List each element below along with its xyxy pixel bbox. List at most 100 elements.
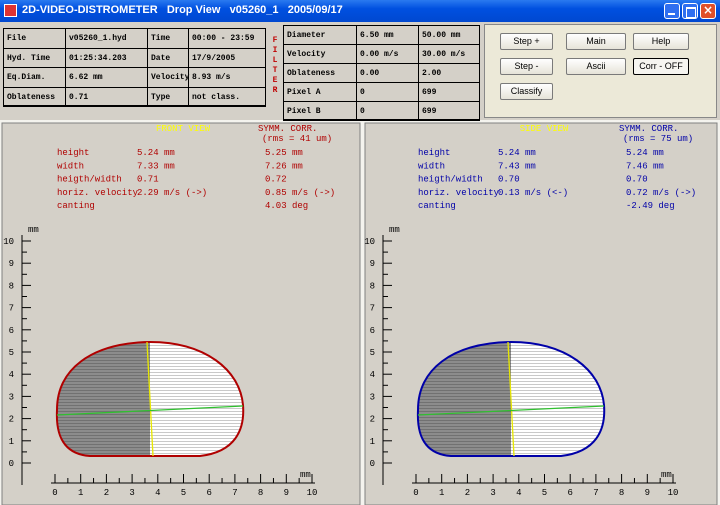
- x-tick-label: 3: [490, 488, 495, 498]
- rms: (rms = 41 um): [262, 134, 332, 144]
- param-corr: 5.25 mm: [265, 148, 303, 158]
- button[interactable]: Classify: [500, 83, 553, 100]
- param-label: horiz. velocity: [418, 188, 500, 198]
- x-tick-label: 6: [567, 488, 572, 498]
- view-title: FRONT VIEW: [156, 124, 211, 134]
- drop-outline: [416, 340, 606, 457]
- button[interactable]: Help: [633, 33, 689, 50]
- y-tick-label: 0: [370, 459, 375, 469]
- rms: (rms = 75 um): [623, 134, 693, 144]
- info-label: Eq.Diam.: [3, 67, 66, 88]
- info-label: Hyd. Time: [3, 47, 66, 68]
- param-corr: 0.70: [626, 175, 648, 185]
- y-tick-label: 10: [3, 237, 14, 247]
- param-corr: 5.24 mm: [626, 148, 664, 158]
- button[interactable]: Step +: [500, 33, 553, 50]
- x-axis-label: mm: [300, 470, 311, 480]
- y-tick-label: 4: [9, 370, 14, 380]
- range-label: Velocity: [283, 44, 357, 64]
- info-value: 0.71: [65, 86, 148, 107]
- param-value: 0.70: [498, 175, 520, 185]
- close-button[interactable]: ×: [700, 3, 716, 19]
- param-value: 2.29 m/s (->): [137, 188, 207, 198]
- param-corr: 0.72 m/s (->): [626, 188, 696, 198]
- y-tick-label: 9: [370, 259, 375, 269]
- y-tick-label: 1: [370, 437, 375, 447]
- y-axis-label: mm: [28, 225, 39, 235]
- x-tick-label: 10: [307, 488, 318, 498]
- info-value: 01:25:34.203: [65, 47, 148, 68]
- param-label: width: [418, 161, 445, 171]
- maximize-button[interactable]: [682, 3, 698, 19]
- info-value: 8.93 m/s: [188, 67, 266, 88]
- x-tick-label: 0: [52, 488, 57, 498]
- range-value: 699: [418, 82, 480, 102]
- info-value: 00:00 - 23:59: [188, 28, 266, 49]
- x-tick-label: 9: [645, 488, 650, 498]
- filter-letter: T: [272, 66, 278, 75]
- x-tick-label: 10: [668, 488, 679, 498]
- y-axis-label: mm: [389, 225, 400, 235]
- button[interactable]: Ascii: [566, 58, 626, 75]
- param-value: 0.13 m/s (<-): [498, 188, 568, 198]
- param-corr: 0.85 m/s (->): [265, 188, 335, 198]
- param-corr: 7.26 mm: [265, 161, 303, 171]
- y-tick-label: 3: [370, 392, 375, 402]
- range-value: 6.50 mm: [356, 25, 419, 45]
- param-label: heigth/width: [418, 175, 483, 185]
- param-label: height: [418, 148, 450, 158]
- button[interactable]: Corr - OFF: [633, 58, 689, 75]
- info-label: Oblateness: [3, 86, 66, 107]
- range-label: Oblateness: [283, 63, 357, 83]
- info-label: Time: [147, 28, 189, 49]
- info-label: Type: [147, 86, 189, 107]
- param-value: 0.71: [137, 175, 159, 185]
- y-tick-label: 0: [9, 459, 14, 469]
- filter-letter: R: [272, 86, 278, 95]
- app-icon: [4, 4, 17, 17]
- y-tick-label: 2: [9, 415, 14, 425]
- x-tick-label: 9: [284, 488, 289, 498]
- range-value: 2.00: [418, 63, 480, 83]
- x-tick-label: 0: [413, 488, 418, 498]
- x-tick-label: 6: [206, 488, 211, 498]
- filter-letter: L: [272, 56, 278, 65]
- param-corr: 4.03 deg: [265, 201, 308, 211]
- y-tick-label: 5: [9, 348, 14, 358]
- range-value: 0.00 m/s: [356, 44, 419, 64]
- param-corr: -2.49 deg: [626, 201, 675, 211]
- title-bar: 2D-VIDEO-DISTROMETER Drop View v05260_1 …: [0, 0, 720, 22]
- x-tick-label: 7: [232, 488, 237, 498]
- button[interactable]: Main: [566, 33, 626, 50]
- corr-title: SYMM. CORR.: [258, 124, 317, 134]
- corr-title: SYMM. CORR.: [619, 124, 678, 134]
- filter-letter: I: [272, 46, 278, 55]
- param-label: canting: [57, 201, 95, 211]
- x-tick-label: 4: [516, 488, 521, 498]
- info-value: not class.: [188, 86, 266, 107]
- range-label: Pixel A: [283, 82, 357, 102]
- y-tick-label: 7: [370, 304, 375, 314]
- info-value: v05260_1.hyd: [65, 28, 148, 49]
- range-label: Pixel B: [283, 101, 357, 121]
- minimize-button[interactable]: [664, 3, 680, 19]
- y-tick-label: 1: [9, 437, 14, 447]
- range-value: 50.00 mm: [418, 25, 480, 45]
- x-tick-label: 8: [619, 488, 624, 498]
- x-tick-label: 2: [104, 488, 109, 498]
- y-tick-label: 5: [370, 348, 375, 358]
- x-tick-label: 4: [155, 488, 160, 498]
- views: FRONT VIEW SYMM. CORR.(rms = 41 um)height…: [0, 122, 720, 505]
- x-tick-label: 3: [129, 488, 134, 498]
- y-tick-label: 8: [9, 281, 14, 291]
- y-tick-label: 2: [370, 415, 375, 425]
- info-label: Date: [147, 47, 189, 68]
- button[interactable]: Step -: [500, 58, 553, 75]
- x-tick-label: 5: [181, 488, 186, 498]
- x-axis-label: mm: [661, 470, 672, 480]
- horizontal-axis: [417, 405, 605, 416]
- param-value: 7.43 mm: [498, 161, 536, 171]
- y-tick-label: 10: [364, 237, 375, 247]
- range-value: 699: [418, 101, 480, 121]
